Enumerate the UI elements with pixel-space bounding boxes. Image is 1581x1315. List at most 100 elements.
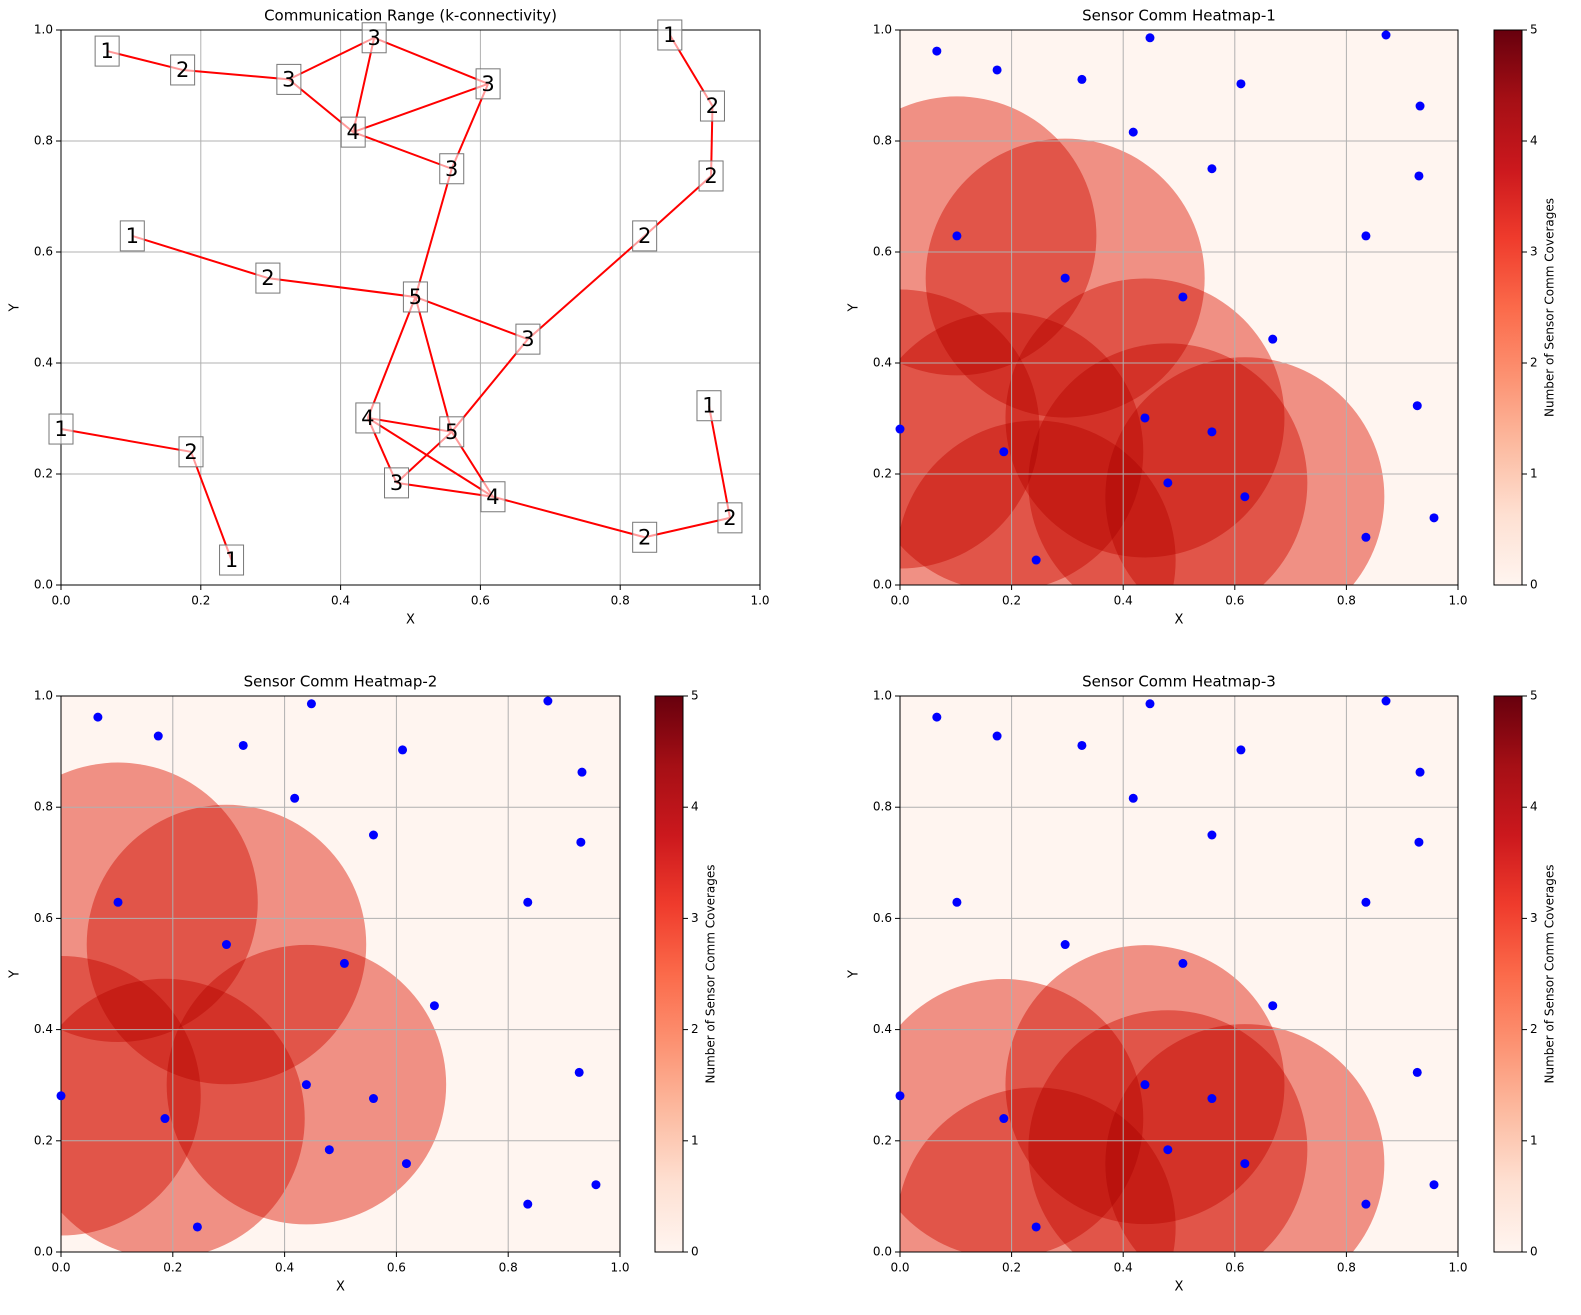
y-axis-label: Y <box>847 970 862 979</box>
sensor-point <box>56 1091 66 1101</box>
x-tick-label: 0.8 <box>611 594 630 608</box>
edge <box>106 50 183 71</box>
node-box <box>439 416 465 448</box>
axes-frame <box>899 29 1459 586</box>
y-tick-label: 0.8 <box>873 800 892 814</box>
y-axis-label: Y <box>847 303 862 312</box>
node-label: 3 <box>367 26 380 50</box>
x-tick-label: 0.2 <box>163 1261 182 1275</box>
chart-title: Sensor Comm Heatmap-3 <box>1082 673 1276 691</box>
sensor-point <box>153 731 163 741</box>
sensor-point <box>932 712 942 722</box>
sensor-point <box>574 1067 584 1077</box>
sensor-point <box>401 1159 411 1169</box>
colorbar-tick-label: 1 <box>691 1133 699 1147</box>
x-tick-label: 0.0 <box>890 594 909 608</box>
colorbar-tick-label: 2 <box>1530 1022 1538 1036</box>
y-tick-label: 1.0 <box>34 23 53 37</box>
coverage-layer <box>61 696 620 1252</box>
y-tick-label: 0.6 <box>873 245 892 259</box>
sensor-point <box>1145 33 1155 43</box>
edge <box>352 37 376 133</box>
edge <box>367 417 494 498</box>
edge <box>182 68 289 81</box>
node-label: 2 <box>261 266 274 290</box>
node-box <box>480 481 506 513</box>
node-box <box>361 22 387 54</box>
x-tick-label: 0.8 <box>1337 1261 1356 1275</box>
sensor-point <box>932 46 942 56</box>
x-tick-label: 0.0 <box>890 1261 909 1275</box>
sensor-point <box>1207 830 1217 840</box>
x-axis-label: X <box>1175 1280 1184 1295</box>
node-box <box>699 90 725 122</box>
x-tick-label: 0.6 <box>387 1261 406 1275</box>
sensor-point <box>1077 74 1087 84</box>
node-box <box>255 262 281 294</box>
colorbar-tick-label: 0 <box>691 1245 699 1259</box>
sensor-point <box>1077 740 1087 750</box>
coverage-circle <box>1105 357 1385 585</box>
edge <box>414 168 453 298</box>
chart-panel: 0.0 0.2 0.4 0.6 0.8 1.0 0.0 0.2 0.4 0.6 0.8 1.0 Sens… <box>847 7 1557 628</box>
node-box <box>717 502 743 534</box>
x-tick-label: 0.8 <box>499 1261 518 1275</box>
node-label: 1 <box>225 548 238 572</box>
sensor-point <box>1361 532 1371 542</box>
edge <box>288 36 375 81</box>
y-tick-label: 0.0 <box>873 1245 892 1259</box>
edge <box>450 338 529 433</box>
sensor-point <box>1060 273 1070 283</box>
sensor-point <box>1178 958 1188 968</box>
sensor-point <box>1414 837 1424 847</box>
sensor-point <box>1412 1067 1422 1077</box>
sensor-point <box>1140 1080 1150 1090</box>
y-tick-label: 0.6 <box>34 911 53 925</box>
y-tick-label: 0.0 <box>34 578 53 592</box>
sensor-point <box>1412 401 1422 411</box>
colorbar-tick-label: 3 <box>1530 245 1538 259</box>
node-label: 2 <box>723 506 736 530</box>
node-label: 5 <box>445 420 458 444</box>
sensor-point <box>1414 171 1424 181</box>
node-box <box>439 153 465 185</box>
x-axis-label: X <box>336 1280 345 1295</box>
coverage-circle <box>900 1087 1176 1252</box>
edge <box>352 82 489 134</box>
y-tick-label: 0.4 <box>34 356 53 370</box>
sensor-point <box>1128 127 1138 137</box>
y-tick-label: 0.4 <box>34 1022 53 1036</box>
colorbar-tick-label: 5 <box>691 689 699 703</box>
edge <box>367 416 452 433</box>
edge <box>366 296 417 419</box>
sensor-point <box>1381 696 1391 706</box>
node-box <box>515 323 541 355</box>
sensor-point <box>93 712 103 722</box>
x-tick-label: 1.0 <box>610 1261 629 1275</box>
sensor-point <box>577 767 587 777</box>
x-tick-label: 0.0 <box>51 594 70 608</box>
sensor-point <box>992 65 1002 75</box>
y-axis-label: Y <box>8 970 23 979</box>
sensor-point <box>339 958 349 968</box>
x-tick-label: 1.0 <box>1448 1261 1467 1275</box>
node-box <box>355 402 381 434</box>
coverage-layer <box>900 696 1458 1252</box>
x-tick-label: 0.4 <box>1114 1261 1133 1275</box>
colorbar-label: Number of Sensor Comm Coverages <box>704 864 718 1083</box>
y-tick-label: 0.2 <box>873 467 892 481</box>
node-box <box>632 521 658 553</box>
sensor-point <box>1145 699 1155 709</box>
y-tick-label: 0.6 <box>873 911 892 925</box>
sensor-point <box>1207 427 1217 437</box>
node-label: 1 <box>54 417 67 441</box>
chart-panel: 0.0 0.2 0.4 0.6 0.8 1.0 0.0 0.2 0.4 0.6 0.8 1.0 Sens… <box>847 673 1557 1295</box>
x-tick-label: 0.0 <box>51 1261 70 1275</box>
node-label: 5 <box>409 285 422 309</box>
sensor-point <box>543 696 553 706</box>
sensor-point <box>1415 767 1425 777</box>
sensor-point <box>1240 1159 1250 1169</box>
edge <box>352 131 453 170</box>
edge <box>190 451 233 561</box>
